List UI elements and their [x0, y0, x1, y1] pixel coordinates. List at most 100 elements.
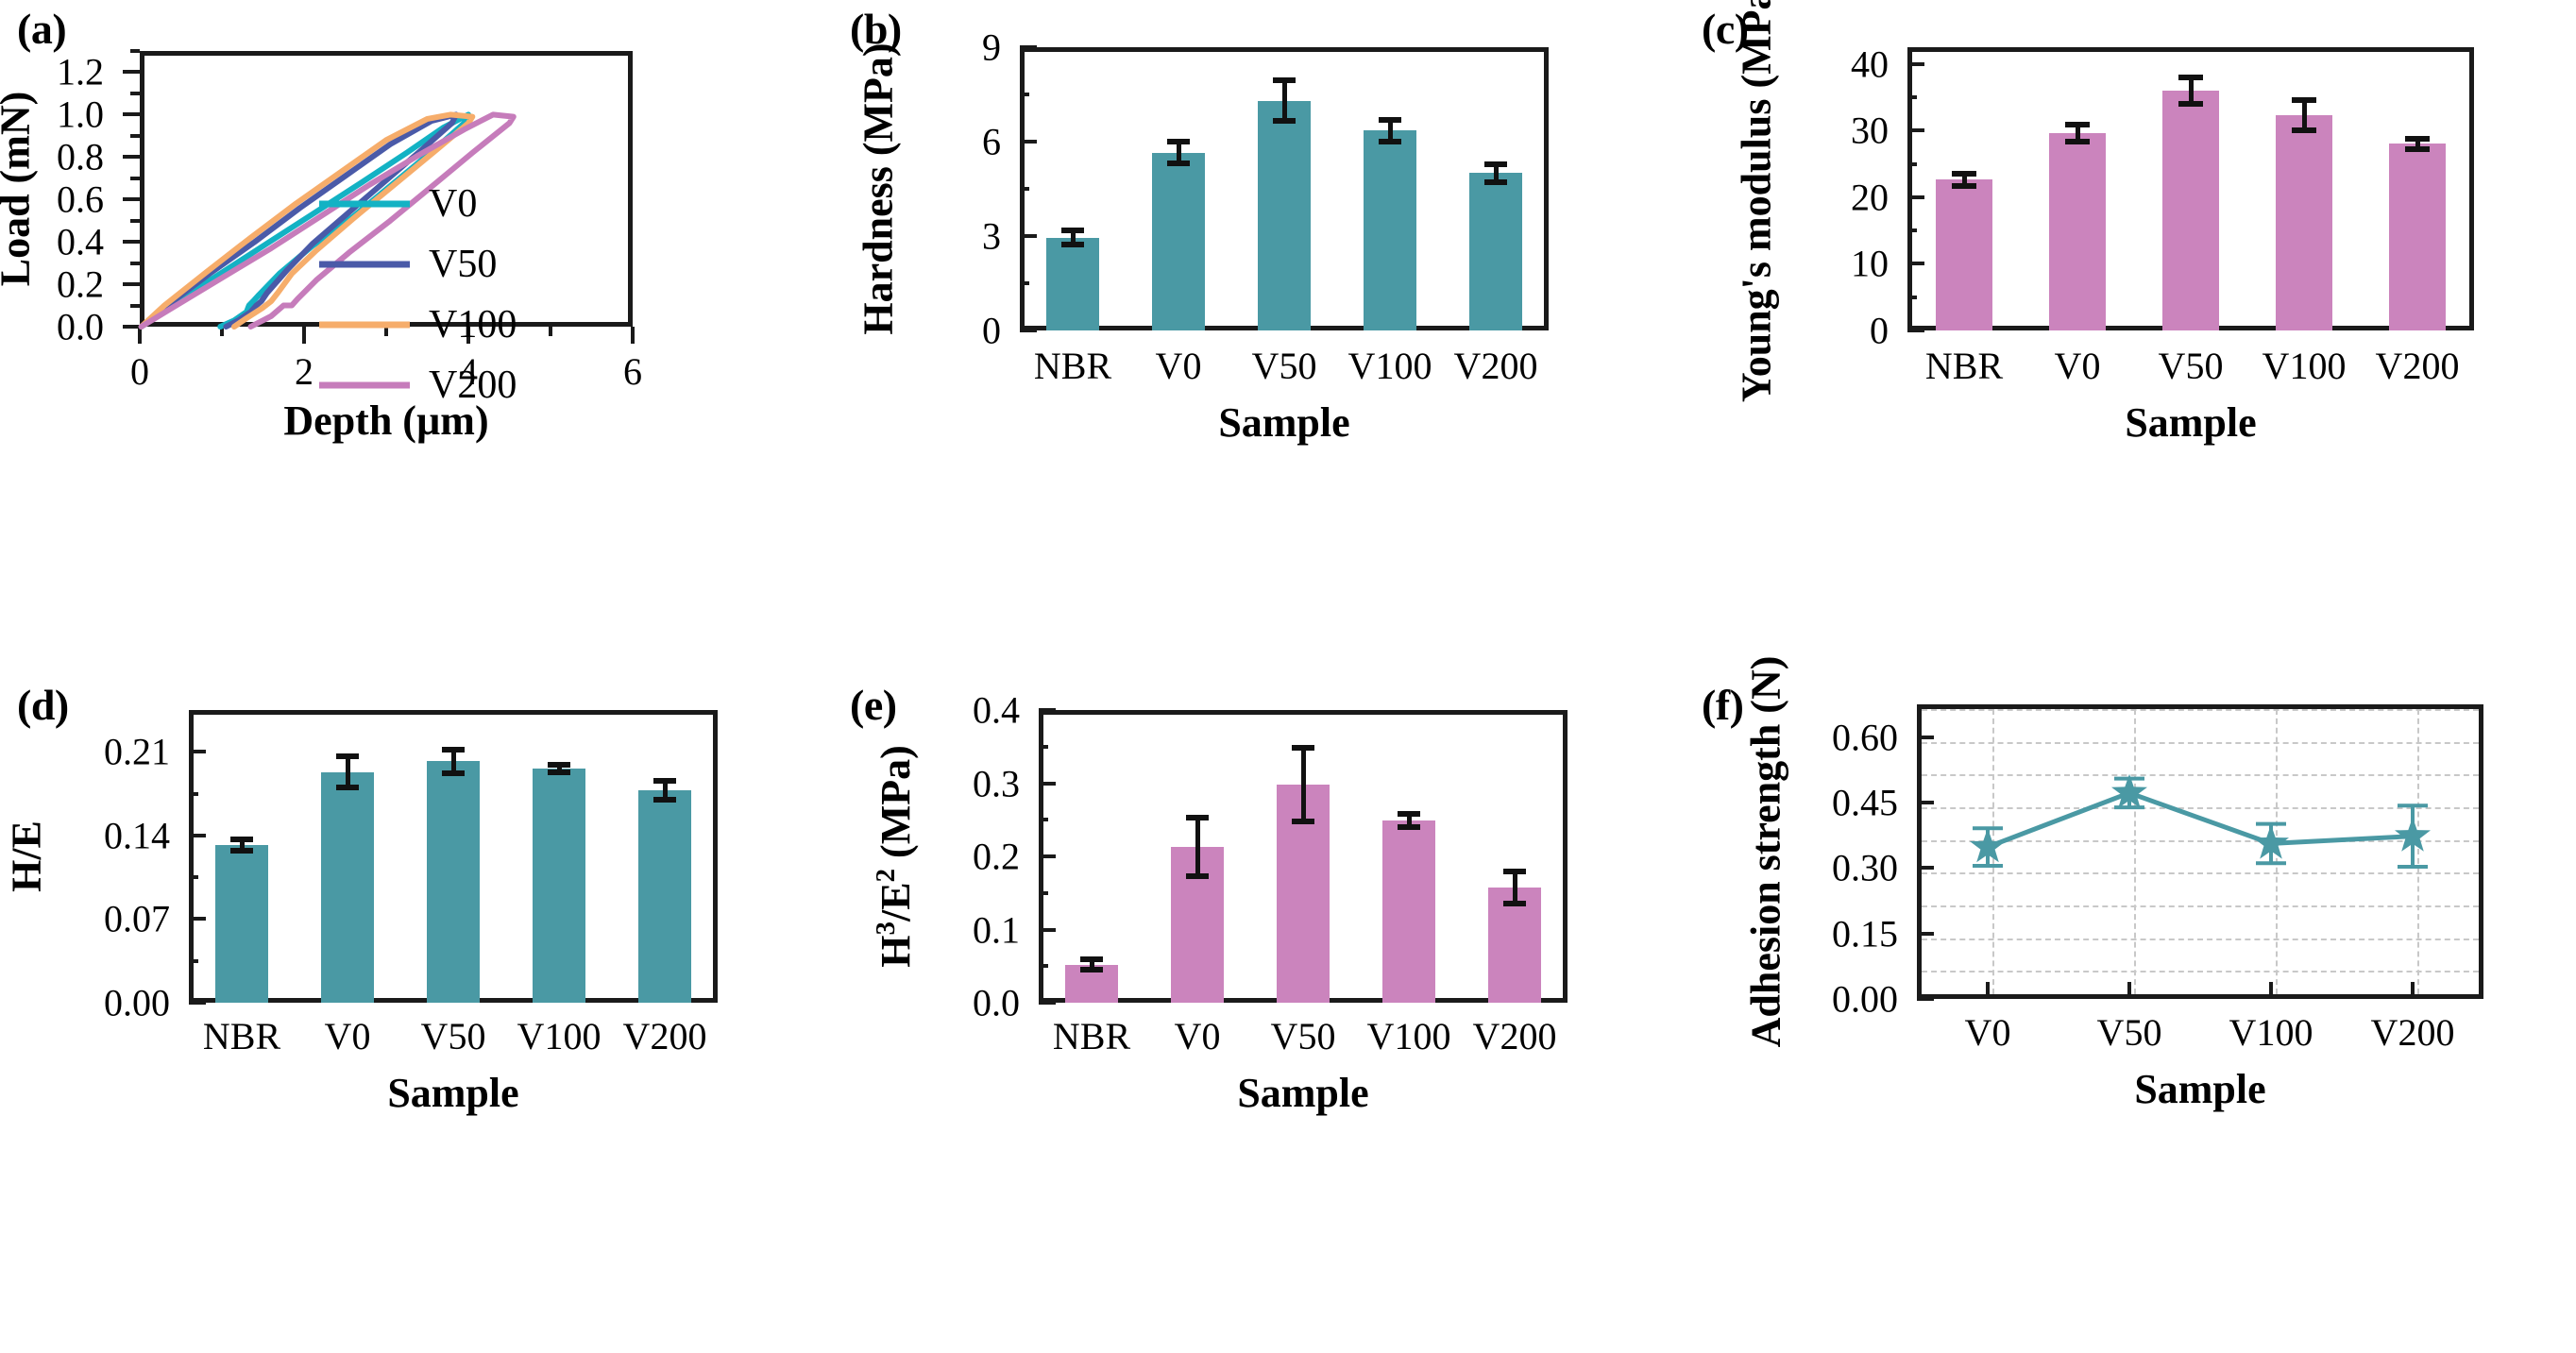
- c-xtick-label: V200: [2375, 345, 2460, 387]
- panel-f-marker-star: [1970, 828, 2006, 863]
- f-xtick-label: V100: [2229, 1011, 2313, 1054]
- panel-f-marker-star: [2253, 824, 2289, 859]
- b-bar: [1046, 237, 1099, 330]
- b-errorbar-line: [1387, 119, 1393, 142]
- b-ytick-minor: [1020, 281, 1029, 285]
- panel-b: (b) 0 3 6 9 NBR V0 V50 V100 V200 Sample Hardness (…: [831, 0, 1681, 446]
- b-xaxis-title: Sample: [1218, 399, 1350, 446]
- panel-f-gridline-h: [1922, 709, 2479, 711]
- a-xtick-major: [631, 327, 635, 344]
- d-ytick-minor: [189, 875, 198, 880]
- a-ytick-label: 0.8: [57, 135, 104, 178]
- legend-label-V200: V200: [429, 364, 517, 407]
- d-xtick-label: V0: [324, 1015, 371, 1057]
- panel-e: (e) 0.0 0.1 0.2 0.3 0.4 NBR V0 V50 V100 V200 Sampl…: [831, 680, 1681, 1116]
- panel-f-gridline-h: [1922, 905, 2479, 907]
- panel-f-gridline-h: [1922, 807, 2479, 809]
- legend-line-V50: [319, 261, 410, 268]
- d-errorbar-cap-bottom: [442, 770, 465, 777]
- d-ytick-major: [189, 917, 206, 922]
- e-errorbar-cap-top: [1398, 811, 1420, 818]
- e-ytick-label: 0.2: [973, 835, 1020, 878]
- e-ytick-label: 0.3: [973, 762, 1020, 804]
- b-xtick-label: V100: [1347, 345, 1432, 387]
- c-errorbar-cap-top: [2405, 135, 2430, 142]
- c-bar: [2276, 115, 2332, 330]
- legend-line-V0: [319, 200, 410, 208]
- panel-c-tag: (c): [1702, 5, 1749, 53]
- a-ytick-label: 0.4: [57, 220, 104, 263]
- panel-f-gridline-h: [1922, 938, 2479, 940]
- b-errorbar-cap-top: [1379, 116, 1401, 123]
- f-yaxis-title: Adhesion strength (N): [1742, 655, 1789, 1048]
- e-xtick-label: V0: [1174, 1015, 1221, 1057]
- b-errorbar-cap-bottom: [1273, 118, 1296, 125]
- d-bar: [427, 761, 480, 1003]
- a-ytick-minor: [130, 91, 140, 95]
- d-ytick-label: 0.14: [104, 814, 170, 857]
- b-errorbar-cap-bottom: [1167, 161, 1190, 167]
- b-xtick-label: V50: [1251, 345, 1317, 387]
- f-ytick-major: [1917, 735, 1934, 739]
- e-errorbar-line: [1512, 871, 1517, 904]
- d-ytick-minor: [189, 791, 198, 796]
- c-ytick-minor: [1907, 94, 1917, 99]
- a-ytick-minor: [130, 218, 140, 223]
- panel-f: (f) 0.00 0.15 0.30 0.45 0.60 V0 V50 V100 V200 Sam…: [1681, 656, 2576, 1112]
- c-errorbar-line: [2301, 100, 2307, 130]
- d-errorbar-line: [662, 780, 668, 800]
- b-xtick-label: V0: [1155, 345, 1202, 387]
- legend-label-V100: V100: [429, 303, 517, 347]
- e-errorbar-cap-top: [1292, 745, 1314, 752]
- a-ytick-minor: [130, 261, 140, 265]
- f-ytick-label: 0.45: [1832, 781, 1898, 824]
- c-errorbar-cap-top: [2292, 97, 2316, 104]
- e-errorbar-cap-top: [1503, 868, 1526, 874]
- c-xaxis-title: Sample: [2125, 399, 2257, 446]
- panel-a-tag: (a): [17, 5, 67, 53]
- e-errorbar-cap-bottom: [1186, 872, 1209, 879]
- e-bar: [1488, 887, 1541, 1003]
- panel-c: (c) 0 10 20 30 40 NBR V0 V50 V100 V200 Sample Young…: [1681, 0, 2576, 446]
- panel-f-series: [1970, 773, 2431, 869]
- c-yaxis-title: Young's modulus (MPa): [1733, 0, 1780, 403]
- d-xtick-label: V100: [517, 1015, 602, 1057]
- c-ytick-major: [1907, 61, 1924, 66]
- e-ytick-label: 0.1: [973, 908, 1020, 951]
- d-xtick-label: V50: [420, 1015, 486, 1057]
- c-bar: [2162, 90, 2219, 330]
- d-errorbar-cap-top: [653, 777, 676, 784]
- legend-label-V0: V0: [429, 182, 478, 226]
- c-bar: [2049, 133, 2106, 330]
- d-ytick-major: [189, 750, 206, 754]
- e-xtick-label: V100: [1366, 1015, 1451, 1057]
- b-errorbar-line: [1281, 80, 1287, 122]
- a-xtick-minor: [384, 327, 388, 336]
- c-errorbar-line: [2415, 138, 2420, 149]
- panel-f-marker-star: [2111, 773, 2147, 808]
- d-errorbar-line: [556, 765, 562, 772]
- f-xtick-major: [2127, 982, 2131, 999]
- d-errorbar-cap-top: [336, 753, 359, 760]
- d-yaxis-title: H/E: [3, 820, 50, 892]
- b-ytick-minor: [1020, 187, 1029, 191]
- a-ytick-minor: [130, 176, 140, 180]
- c-errorbar-cap-bottom: [2292, 127, 2316, 133]
- b-ytick-minor: [1020, 93, 1029, 96]
- a-ytick-label: 0.0: [57, 305, 104, 348]
- a-yaxis-title: Load (mN): [0, 91, 39, 287]
- panel-d: (d) 0.00 0.07 0.14 0.21 NBR V0 V50 V100 V200 Samp…: [0, 680, 850, 1116]
- b-bar: [1258, 100, 1311, 330]
- b-ytick-major: [1020, 45, 1037, 49]
- f-ytick-label: 0.00: [1832, 977, 1898, 1021]
- f-xaxis-title: Sample: [2134, 1066, 2266, 1112]
- b-errorbar-line: [1493, 164, 1499, 182]
- d-errorbar-cap-top: [230, 836, 253, 842]
- d-ytick-minor: [189, 958, 198, 963]
- e-xtick-label: V200: [1472, 1015, 1557, 1057]
- a-ytick-minor: [130, 49, 140, 53]
- d-bar: [321, 771, 374, 1003]
- panel-f-gridline-h: [1922, 971, 2479, 973]
- d-ytick-major: [189, 833, 206, 837]
